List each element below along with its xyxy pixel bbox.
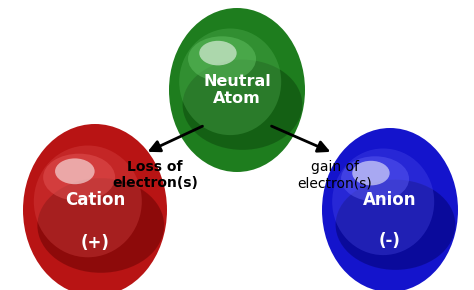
Text: gain of
electron(s): gain of electron(s) xyxy=(298,160,373,190)
Text: Loss of
electron(s): Loss of electron(s) xyxy=(112,160,198,190)
Text: (+): (+) xyxy=(81,234,109,252)
Ellipse shape xyxy=(322,128,458,290)
Ellipse shape xyxy=(332,148,434,255)
Ellipse shape xyxy=(352,161,390,185)
Ellipse shape xyxy=(199,41,237,66)
Ellipse shape xyxy=(169,8,305,172)
Ellipse shape xyxy=(179,28,281,135)
Text: Cation: Cation xyxy=(65,191,125,209)
Ellipse shape xyxy=(341,156,409,201)
Text: Anion: Anion xyxy=(363,191,417,209)
Ellipse shape xyxy=(43,154,115,201)
Ellipse shape xyxy=(55,158,95,184)
Ellipse shape xyxy=(336,180,456,270)
Text: (-): (-) xyxy=(379,232,401,250)
Text: Neutral
Atom: Neutral Atom xyxy=(203,74,271,106)
Ellipse shape xyxy=(34,146,142,257)
Ellipse shape xyxy=(188,36,256,81)
Ellipse shape xyxy=(23,124,167,290)
Ellipse shape xyxy=(182,60,302,150)
Ellipse shape xyxy=(37,178,164,273)
